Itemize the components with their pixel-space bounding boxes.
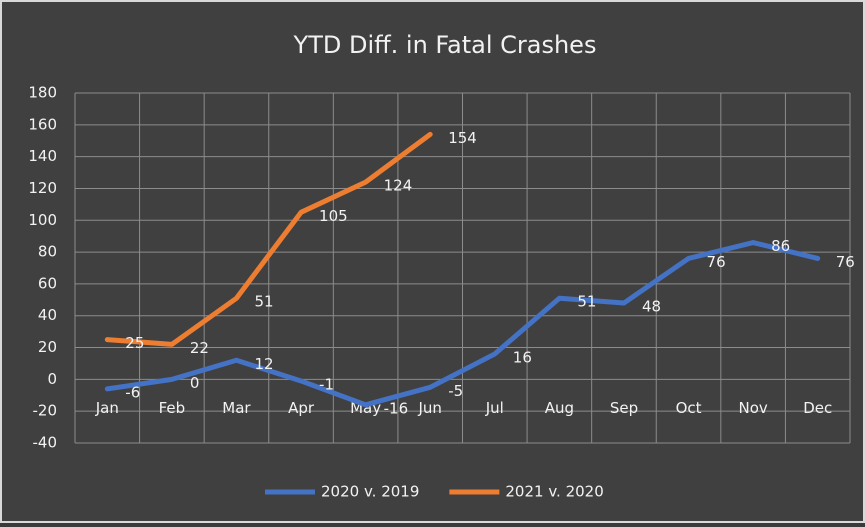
legend-label: 2020 v. 2019	[321, 483, 419, 501]
y-tick-label: 160	[28, 115, 57, 133]
x-tick-label: Jan	[95, 399, 119, 417]
data-label: 154	[448, 129, 477, 147]
data-label: -16	[384, 399, 409, 417]
series-line	[104, 131, 433, 347]
data-label: 76	[836, 253, 855, 271]
legend-label: 2021 v. 2020	[505, 483, 603, 501]
x-tick-label: Mar	[222, 399, 251, 417]
y-tick-label: 100	[28, 211, 57, 229]
data-label: 51	[577, 293, 596, 311]
y-tick-label: 120	[28, 179, 57, 197]
data-label: 0	[190, 374, 200, 392]
y-tick-label: 140	[28, 147, 57, 165]
data-label: 48	[642, 298, 661, 316]
y-tick-label: 60	[38, 274, 57, 292]
y-tick-label: 180	[28, 84, 57, 102]
data-label: 86	[771, 237, 790, 255]
data-label: 124	[384, 177, 413, 195]
x-tick-label: Jun	[417, 399, 441, 417]
data-label: 25	[125, 334, 144, 352]
data-label: -1	[319, 375, 334, 393]
data-label: 76	[707, 253, 726, 271]
chart-title: YTD Diff. in Fatal Crashes	[293, 31, 597, 59]
x-tick-label: Jul	[485, 399, 504, 417]
x-tick-label: Aug	[545, 399, 574, 417]
data-label: -6	[125, 383, 140, 401]
y-tick-label: -40	[33, 434, 58, 452]
series-line	[104, 240, 821, 408]
x-tick-label: Sep	[610, 399, 638, 417]
x-tick-label: Apr	[288, 399, 315, 417]
data-label: 105	[319, 207, 348, 225]
data-label: -5	[448, 382, 463, 400]
y-tick-label: 20	[38, 338, 57, 356]
x-tick-label: Feb	[159, 399, 186, 417]
y-tick-label: 0	[47, 370, 57, 388]
x-tick-label: Dec	[803, 399, 832, 417]
y-tick-label: 40	[38, 306, 57, 324]
data-label: 22	[190, 339, 209, 357]
y-tick-label: 80	[38, 243, 57, 261]
data-label: 12	[254, 355, 273, 373]
x-tick-label: Nov	[738, 399, 767, 417]
data-label: 51	[254, 293, 273, 311]
data-label: 16	[513, 348, 532, 366]
x-tick-label: Oct	[676, 399, 702, 417]
y-tick-label: -20	[33, 402, 58, 420]
